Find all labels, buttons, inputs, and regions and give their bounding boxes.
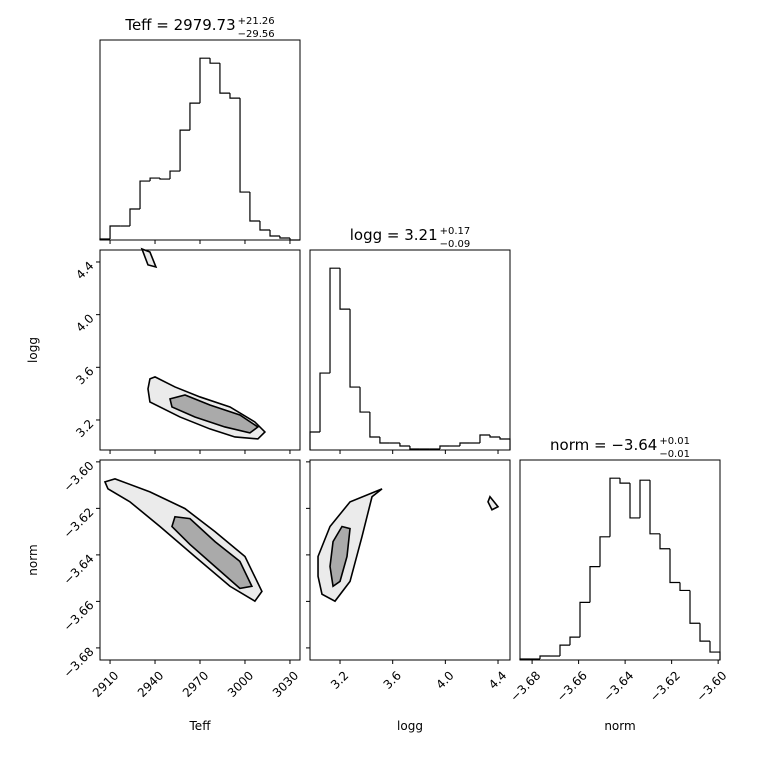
y-tick-label: −3.66 [61, 598, 97, 634]
panel-frame [309, 459, 511, 661]
x-tick-label: 2940 [135, 668, 166, 699]
histogram-bin [139, 180, 151, 210]
histogram-bin [169, 170, 181, 180]
y-tick-label: 3.6 [73, 364, 96, 387]
histogram-bin [379, 437, 390, 444]
histogram-bin [599, 536, 610, 567]
histogram-bin [629, 483, 640, 519]
x-tick-label: 3.6 [381, 668, 404, 691]
contour [487, 495, 500, 511]
histogram-bin [309, 431, 321, 450]
histogram-bin [329, 267, 341, 374]
histogram-bin [319, 372, 331, 433]
histogram-bin [349, 309, 361, 388]
histogram-bin [239, 98, 250, 193]
contour [317, 488, 383, 603]
histogram-bin [679, 582, 690, 592]
histogram-bin [259, 221, 271, 231]
y-tick-label: −3.64 [61, 552, 97, 588]
panel-title: norm = −3.64 [550, 436, 657, 454]
histogram-bin [339, 268, 351, 310]
histogram-bin [399, 443, 410, 447]
histogram-bin [109, 225, 121, 240]
x-axis-label: Teff [189, 719, 212, 733]
y-tick-label: −3.60 [61, 459, 97, 495]
histogram-bin [159, 178, 171, 180]
x-tick-label: −3.62 [647, 668, 683, 704]
x-axis-label: norm [604, 719, 635, 733]
histogram-bin [659, 533, 670, 550]
histogram-bin [459, 442, 470, 447]
histogram-bin [249, 192, 260, 222]
title-plus: +0.17 [440, 226, 471, 237]
x-tick-label: 2970 [180, 668, 211, 699]
contour [171, 515, 254, 590]
y-tick-label: 4.0 [73, 311, 96, 334]
x-tick-label: 4.4 [486, 668, 509, 691]
histogram-bin [269, 230, 280, 237]
x-tick-label: 4.0 [433, 668, 456, 691]
panel-title: logg = 3.21 [350, 226, 438, 244]
histogram-bin [669, 548, 680, 584]
y-axis-label: norm [26, 544, 40, 575]
histogram-bin [229, 93, 241, 99]
histogram-bin [489, 435, 500, 438]
histogram-bin [189, 102, 200, 131]
contour [329, 525, 351, 588]
contour [169, 394, 260, 434]
histogram-bin [129, 208, 141, 227]
y-tick-label: 3.2 [73, 417, 96, 440]
histogram-bin [689, 590, 700, 624]
histogram-bin [209, 58, 220, 64]
histogram-bin [179, 129, 190, 172]
x-tick-label: −3.68 [508, 668, 544, 704]
x-tick-label: 3000 [225, 668, 256, 699]
histogram-bin [369, 412, 380, 438]
histogram-bin [589, 566, 600, 603]
histogram-bin [439, 445, 450, 450]
histogram-bin [569, 636, 580, 646]
x-tick-label: −3.60 [694, 668, 730, 704]
panel-title: Teff = 2979.73 [124, 16, 235, 34]
title-minus: −29.56 [238, 29, 275, 40]
histogram-bin [479, 434, 490, 444]
histogram-bin [559, 644, 570, 657]
histogram-bin [609, 477, 620, 537]
x-tick-label: 3.2 [328, 668, 351, 691]
histogram-bin [499, 437, 511, 450]
histogram-bin [649, 480, 660, 535]
contour [140, 247, 158, 269]
histogram-bin [199, 57, 211, 104]
histogram-bin [639, 479, 650, 518]
histogram-bin [219, 63, 230, 94]
histogram-bin [279, 236, 290, 239]
histogram-bin [359, 387, 370, 413]
x-axis-label: logg [397, 719, 423, 733]
x-tick-label: −3.66 [554, 668, 590, 704]
y-tick-label: −3.62 [61, 505, 97, 541]
title-plus: +21.26 [238, 16, 275, 27]
title-minus: −0.09 [440, 239, 471, 250]
panel-frame [519, 459, 721, 661]
x-tick-label: −3.64 [601, 668, 637, 704]
panel-frame [309, 249, 511, 451]
histogram-bin [619, 478, 630, 484]
histogram-bin [579, 601, 590, 638]
histogram-bin [539, 655, 550, 660]
title-minus: −0.01 [659, 449, 690, 460]
y-axis-label: logg [26, 337, 40, 363]
histogram-bin [149, 177, 160, 182]
histogram-bin [409, 446, 420, 450]
title-plus: +0.01 [659, 436, 690, 447]
histogram-bin [699, 623, 710, 642]
x-tick-label: 3030 [270, 668, 301, 699]
x-tick-label: 2910 [90, 668, 121, 699]
histogram-bin [709, 641, 721, 660]
y-tick-label: −3.68 [61, 645, 97, 681]
y-tick-label: 4.4 [73, 259, 96, 282]
